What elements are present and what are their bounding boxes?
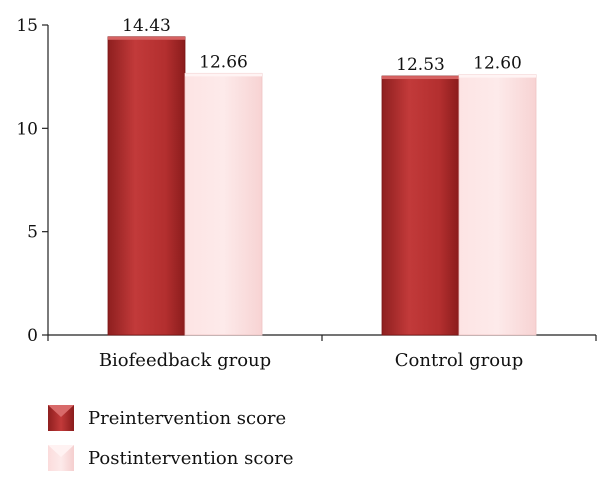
x-category-label: Control group: [395, 350, 523, 371]
bar-top-highlight: [459, 74, 536, 78]
data-label: 12.53: [396, 55, 445, 75]
legend-marker-icon: [48, 445, 74, 457]
y-tick-label: 0: [27, 326, 38, 346]
legend-marker-icon: [48, 405, 74, 417]
legend-item-preintervention: Preintervention score: [48, 405, 294, 431]
y-tick-label: 5: [27, 223, 38, 243]
legend-label-preintervention: Preintervention score: [88, 407, 287, 429]
bar-top-highlight: [382, 76, 459, 80]
legend: Preintervention score Postintervention s…: [48, 405, 294, 485]
data-label: 12.66: [199, 52, 248, 72]
data-label: 12.60: [473, 54, 522, 74]
bar-top-highlight: [108, 36, 185, 40]
labels: 14.43 12.66 Biofeedback group 12.53 12.60 Con…: [99, 16, 523, 371]
legend-item-postintervention: Postintervention score: [48, 445, 294, 471]
legend-swatch-preintervention: [48, 405, 74, 431]
bar-postintervention: [184, 72, 263, 336]
x-category-label: Biofeedback group: [99, 350, 271, 371]
bar-preintervention: [107, 36, 186, 336]
bar-preintervention: [381, 75, 460, 336]
bar-postintervention: [458, 74, 537, 336]
y-tick-label: 10: [16, 119, 38, 139]
data-label: 14.43: [122, 16, 171, 36]
legend-swatch-postintervention: [48, 445, 74, 471]
legend-label-postintervention: Postintervention score: [88, 447, 294, 469]
y-tick-label: 15: [16, 16, 38, 36]
bars: [107, 36, 537, 336]
bar-top-highlight: [185, 73, 262, 77]
